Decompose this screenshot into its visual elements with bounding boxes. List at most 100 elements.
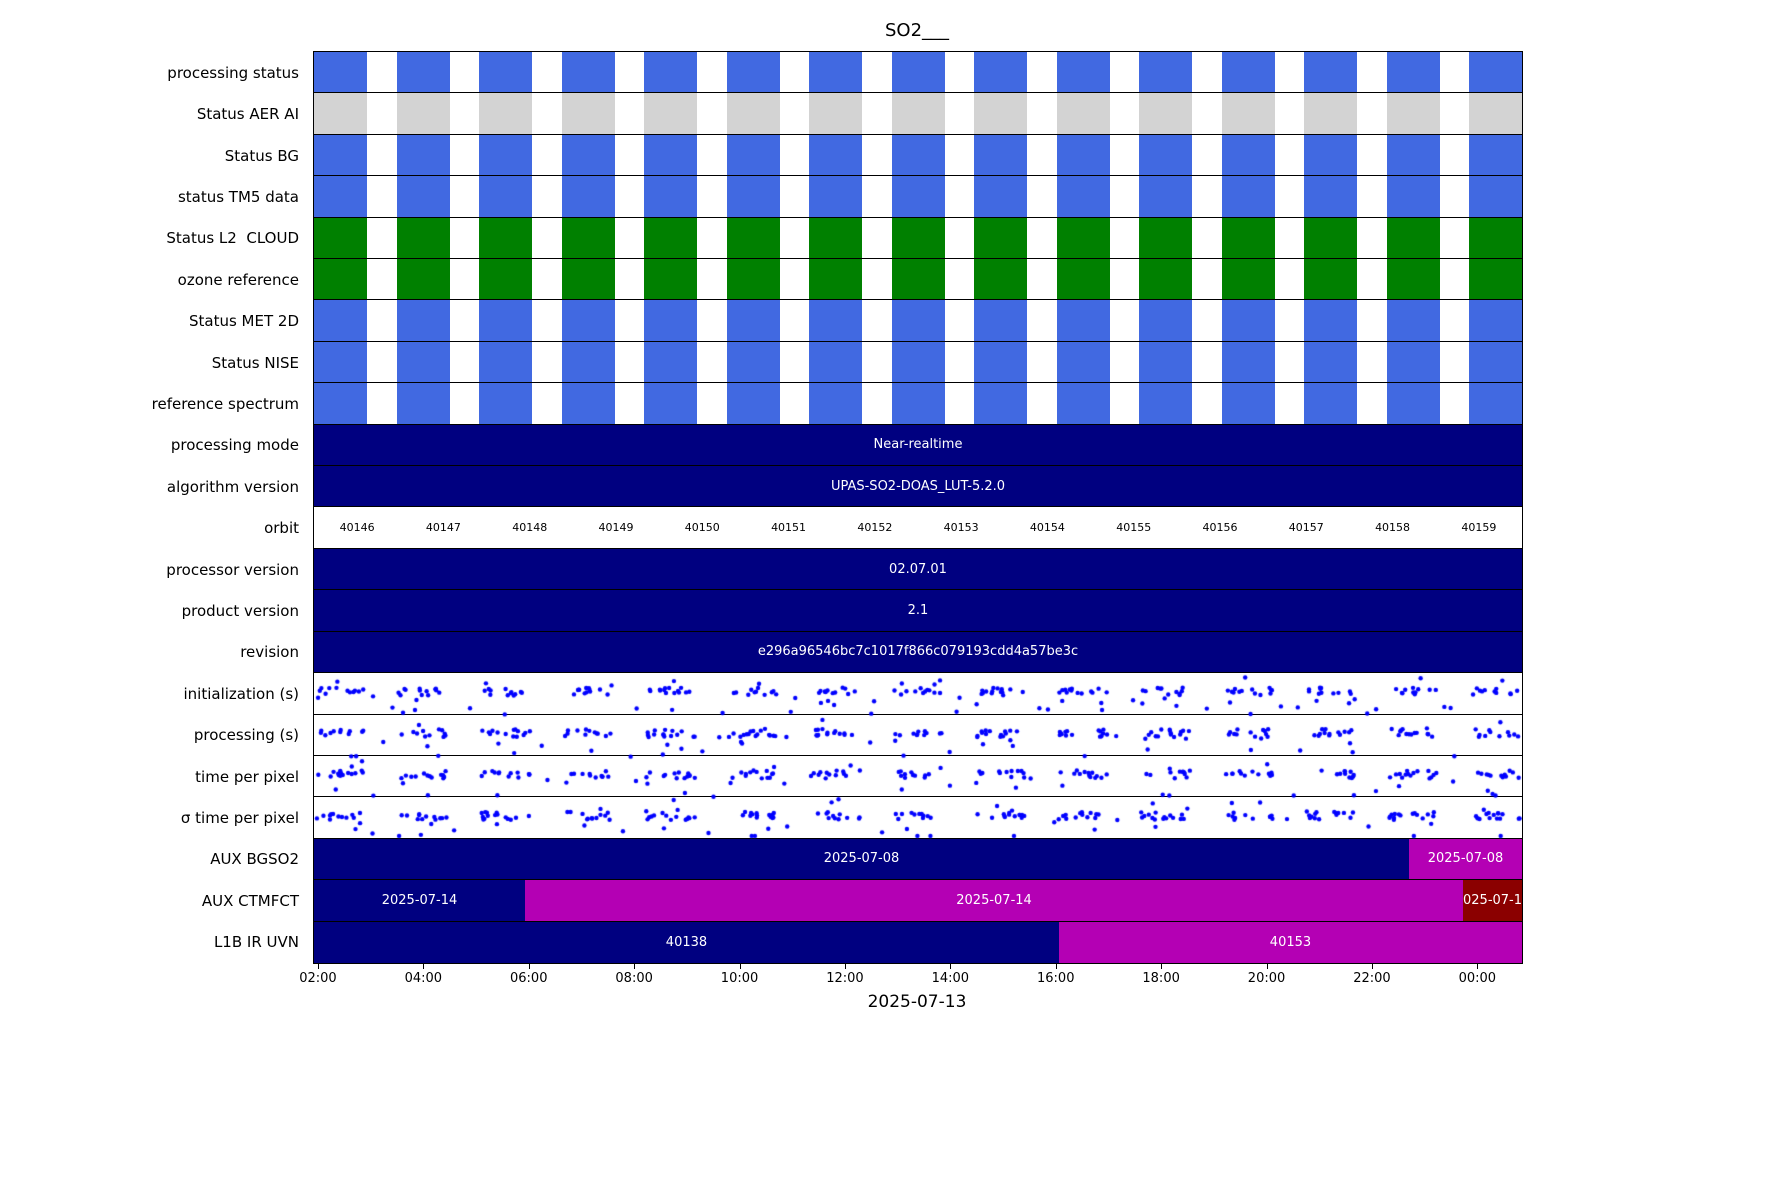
row-label-status-nise: Status NISE xyxy=(211,353,299,372)
status-block xyxy=(809,52,862,93)
status-block xyxy=(1221,176,1275,217)
row-label-ozone-reference: ozone reference xyxy=(177,270,299,289)
status-block xyxy=(1304,341,1357,383)
status-block xyxy=(1469,300,1522,341)
status-block xyxy=(1139,217,1192,259)
row-status-bg xyxy=(314,134,1522,177)
orbit-number: 40155 xyxy=(1116,521,1152,535)
row-label-processing-mode: processing mode xyxy=(170,436,299,455)
status-block xyxy=(1304,300,1357,341)
status-block xyxy=(1386,383,1440,424)
row-product-version: 2.1 xyxy=(314,590,1522,632)
x-tick-label: 08:00 xyxy=(615,971,653,986)
status-block xyxy=(396,341,450,383)
chart-title: SO2___ xyxy=(884,20,950,41)
row-l1b-ir-uvn: 40138 40153 xyxy=(314,921,1522,963)
x-tick xyxy=(844,964,846,969)
row-label-status-aer-ai: Status AER AI xyxy=(196,105,299,124)
status-block xyxy=(396,217,450,259)
status-block xyxy=(396,134,450,176)
x-tick-label: 14:00 xyxy=(931,971,970,986)
bar-segment: 2025-07-15 xyxy=(1463,880,1522,921)
bar-segment: 2025-07-14 xyxy=(525,880,1464,921)
row-label-time-per-pixel: σ time per pixel xyxy=(180,809,299,828)
status-block xyxy=(479,176,532,217)
status-block xyxy=(726,217,780,259)
bar-segment: UPAS-SO2-DOAS_LUT-5.2.0 xyxy=(314,466,1522,507)
status-block xyxy=(1139,134,1192,176)
orbit-number: 40157 xyxy=(1288,521,1324,535)
row-label-algorithm-version: algorithm version xyxy=(166,477,299,496)
status-block xyxy=(891,93,945,134)
status-block xyxy=(726,134,780,176)
status-block xyxy=(809,259,862,300)
row-label-status-tm5-data: status TM5 data xyxy=(177,187,299,206)
status-block xyxy=(726,341,780,383)
x-tick-label: 18:00 xyxy=(1142,971,1180,986)
status-block xyxy=(1056,300,1110,341)
status-block xyxy=(1056,93,1110,134)
row-status-l2-cloud xyxy=(314,217,1522,260)
status-block xyxy=(1386,176,1440,217)
x-tick xyxy=(739,964,741,969)
status-block xyxy=(726,52,780,93)
status-block xyxy=(1139,341,1192,383)
status-block xyxy=(1221,300,1275,341)
row-algorithm-version: UPAS-SO2-DOAS_LUT-5.2.0 xyxy=(314,466,1522,508)
status-block xyxy=(1221,52,1275,93)
x-tick xyxy=(423,964,425,969)
status-block xyxy=(644,217,697,259)
status-block xyxy=(314,134,367,176)
status-block xyxy=(561,259,615,300)
status-block xyxy=(314,52,367,93)
status-block xyxy=(644,383,697,424)
bar-segment: 2025-07-08 xyxy=(1409,838,1522,880)
row-label-aux-bgso2: AUX BGSO2 xyxy=(210,850,299,869)
status-block xyxy=(1386,341,1440,383)
status-block xyxy=(561,176,615,217)
status-block xyxy=(1386,93,1440,134)
status-block xyxy=(891,52,945,93)
status-block xyxy=(1139,383,1192,424)
x-tick-label: 06:00 xyxy=(510,971,548,986)
status-block xyxy=(1304,93,1357,134)
row-label-initialization-s: initialization (s) xyxy=(183,684,299,703)
status-block xyxy=(1139,300,1192,341)
x-tick-label: 22:00 xyxy=(1353,971,1391,986)
x-tick-label: 02:00 xyxy=(299,971,337,986)
orbit-number: 40156 xyxy=(1202,521,1238,535)
status-block xyxy=(1221,134,1275,176)
status-block xyxy=(396,52,450,93)
status-block xyxy=(974,176,1027,217)
row-ozone-reference xyxy=(314,259,1522,301)
status-block xyxy=(479,259,532,300)
row-status-nise xyxy=(314,341,1522,384)
x-tick xyxy=(1371,964,1373,969)
status-block xyxy=(809,134,862,176)
status-block xyxy=(1386,52,1440,93)
orbit-number: 40151 xyxy=(771,521,807,535)
row-label-orbit: orbit xyxy=(264,519,299,538)
status-block xyxy=(561,300,615,341)
orbit-number: 40153 xyxy=(943,521,979,535)
row-label-revision: revision xyxy=(240,643,299,662)
status-block xyxy=(891,176,945,217)
orbit-number: 40154 xyxy=(1029,521,1065,535)
status-block xyxy=(561,383,615,424)
row-label-status-l2-cloud: Status L2 CLOUD xyxy=(166,229,299,248)
status-block xyxy=(1304,217,1357,259)
x-tick xyxy=(1477,964,1479,969)
status-block xyxy=(1139,93,1192,134)
status-block xyxy=(1056,383,1110,424)
bar-segment: 2.1 xyxy=(314,590,1522,631)
row-processor-version: 02.07.01 xyxy=(314,548,1522,591)
status-block xyxy=(1304,383,1357,424)
orbit-number: 40152 xyxy=(857,521,893,535)
status-block xyxy=(809,383,862,424)
status-block xyxy=(1304,176,1357,217)
status-block xyxy=(1469,93,1522,134)
row-processing-mode: Near-realtime xyxy=(314,424,1522,467)
orbit-number: 40147 xyxy=(425,521,461,535)
status-block xyxy=(479,300,532,341)
status-block xyxy=(644,341,697,383)
